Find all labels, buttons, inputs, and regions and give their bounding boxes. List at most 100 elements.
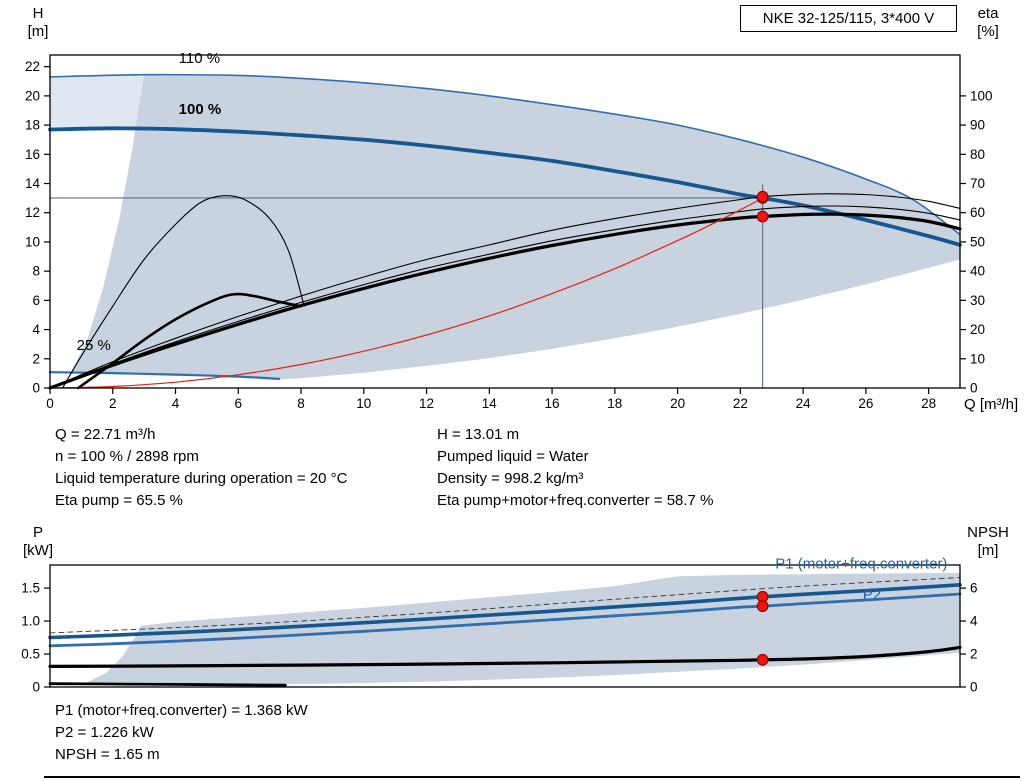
- duty-point-eta-pump: [756, 190, 769, 203]
- duty-info-line: Eta pump+motor+freq.converter = 58.7 %: [437, 492, 714, 509]
- y-tick-label: 10: [25, 234, 40, 249]
- power-envelope: [84, 572, 960, 685]
- npsh-axis-title-symbol: NPSH: [967, 524, 1009, 541]
- y-tick-label: 4: [32, 322, 40, 337]
- system-curve: [49, 197, 764, 389]
- duty-point-p2: [756, 600, 769, 613]
- duty-info-line: P1 (motor+freq.converter) = 1.368 kW: [55, 702, 308, 719]
- h-axis-title-unit: [m]: [27, 23, 49, 40]
- y-tick-label: 18: [25, 118, 40, 133]
- plot-frame: [49, 564, 961, 688]
- p-axis-title-unit: [kW]: [23, 542, 53, 559]
- q-axis-title: Q [m³/h]: [964, 396, 1019, 413]
- y2-tick-label: 2: [970, 647, 978, 662]
- y-tick-label: 0: [32, 680, 40, 695]
- p-25pct-curve: [48, 682, 287, 687]
- x-tick-label: 4: [172, 396, 180, 411]
- npsh-axis-title: NPSH [m]: [958, 524, 1018, 560]
- x-tick-label: 28: [921, 396, 936, 411]
- x-tick-label: 16: [545, 396, 560, 411]
- y-tick-label: 1.0: [21, 614, 40, 629]
- duty-info-line: NPSH = 1.65 m: [55, 746, 160, 763]
- y2-tick-label: 4: [970, 614, 978, 629]
- eta-pump-curve: [49, 193, 961, 389]
- y2-tick-label: 100: [970, 88, 993, 103]
- x-tick-label: 2: [109, 396, 117, 411]
- qh-curve-110pct: [49, 73, 961, 236]
- eta-total-25pct-curve: [76, 292, 303, 390]
- y2-tick-label: 30: [970, 293, 985, 308]
- x-tick-label: 18: [607, 396, 622, 411]
- duty-info-line: Pumped liquid = Water: [437, 448, 589, 465]
- duty-info-left: Q = 22.71 m³/h n = 100 % / 2898 rpm Liqu…: [55, 424, 347, 512]
- y2-tick-label: 6: [970, 581, 978, 596]
- x-tick-label: 14: [482, 396, 498, 411]
- x-tick-label: 10: [356, 396, 371, 411]
- y-tick-label: 2: [32, 351, 40, 366]
- pump-type-label: NKE 32-125/115, 3*400 V: [762, 10, 935, 27]
- y2-tick-label: 60: [970, 205, 985, 220]
- duty-info-line: Density = 998.2 kg/m³: [437, 470, 584, 487]
- duty-info-line: n = 100 % / 2898 rpm: [55, 448, 199, 465]
- y-tick-label: 14: [25, 176, 41, 191]
- eta-axis-title-symbol: eta: [977, 5, 999, 22]
- qh-curve-100pct: [48, 126, 962, 247]
- y2-tick-label: 10: [970, 351, 985, 366]
- x-tick-label: 12: [419, 396, 434, 411]
- p2-curve: [48, 592, 962, 648]
- p1-110pct-dashed: [49, 577, 961, 634]
- eta-pump-25pct-curve: [62, 195, 305, 389]
- x-tick-label: 24: [796, 396, 812, 411]
- y2-tick-label: 20: [970, 322, 985, 337]
- p-axis-title-symbol: P: [32, 524, 43, 541]
- label-p1: P1 (motor+freq.converter): [775, 555, 947, 572]
- eta-pump-motor-curve: [49, 205, 961, 389]
- x-tick-label: 22: [733, 396, 748, 411]
- y-tick-label: 6: [32, 293, 40, 308]
- duty-info-line: P2 = 1.226 kW: [55, 724, 154, 741]
- y-tick-label: 22: [25, 59, 40, 74]
- y-tick-label: 12: [25, 205, 40, 220]
- label-25pct: 25 %: [77, 337, 111, 354]
- eta-axis-title: eta [%]: [964, 5, 1012, 41]
- duty-point-eta-total: [756, 210, 769, 223]
- y2-tick-label: 0: [970, 381, 978, 396]
- operating-envelope: [71, 74, 960, 380]
- p1-curve: [48, 583, 962, 640]
- y-tick-label: 16: [25, 147, 40, 162]
- x-tick-label: 20: [670, 396, 685, 411]
- npsh-curve: [48, 645, 962, 668]
- eta-total-curve: [48, 212, 962, 390]
- y2-tick-label: 0: [970, 680, 978, 695]
- y-tick-label: 8: [32, 264, 40, 279]
- p-axis-title: P [kW]: [12, 524, 64, 560]
- duty-info-line: H = 13.01 m: [437, 426, 520, 443]
- page-bottom-rule: [44, 776, 1020, 778]
- plot-frame: [49, 54, 961, 389]
- duty-info-line: Liquid temperature during operation = 20…: [55, 470, 348, 487]
- y2-tick-label: 70: [970, 176, 985, 191]
- power-npsh-info: P1 (motor+freq.converter) = 1.368 kW P2 …: [55, 700, 308, 766]
- duty-point-npsh: [756, 653, 769, 666]
- y2-tick-label: 40: [970, 264, 985, 279]
- y-tick-label: 1.5: [21, 581, 40, 596]
- duty-info-line: Q = 22.71 m³/h: [55, 426, 156, 443]
- y2-tick-label: 90: [970, 118, 985, 133]
- label-100pct: 100 %: [179, 101, 222, 118]
- x-tick-label: 26: [858, 396, 873, 411]
- y-tick-label: 0.5: [21, 647, 40, 662]
- h-axis-title: H [m]: [14, 5, 62, 41]
- h-axis-title-symbol: H: [32, 5, 44, 22]
- label-p2: P2: [863, 586, 881, 603]
- y-tick-label: 0: [32, 381, 40, 396]
- pump-type-title-box: NKE 32-125/115, 3*400 V: [740, 5, 957, 32]
- x-tick-label: 6: [235, 396, 243, 411]
- duty-info-right: H = 13.01 m Pumped liquid = Water Densit…: [437, 424, 713, 512]
- y2-tick-label: 50: [970, 234, 985, 249]
- power-npsh-chart: 0 0.5 1.0 1.5 0 2 4 6 P1 (motor+freq.converter) P…: [21, 555, 978, 695]
- npsh-axis-title-unit: [m]: [977, 542, 999, 559]
- x-tick-label: 8: [297, 396, 305, 411]
- eta-axis-title-unit: [%]: [977, 23, 999, 40]
- qh-eta-chart: 0 2 4 6 8 10 12 14 16 18 20 22 24 26 28024681012141618…: [25, 50, 993, 411]
